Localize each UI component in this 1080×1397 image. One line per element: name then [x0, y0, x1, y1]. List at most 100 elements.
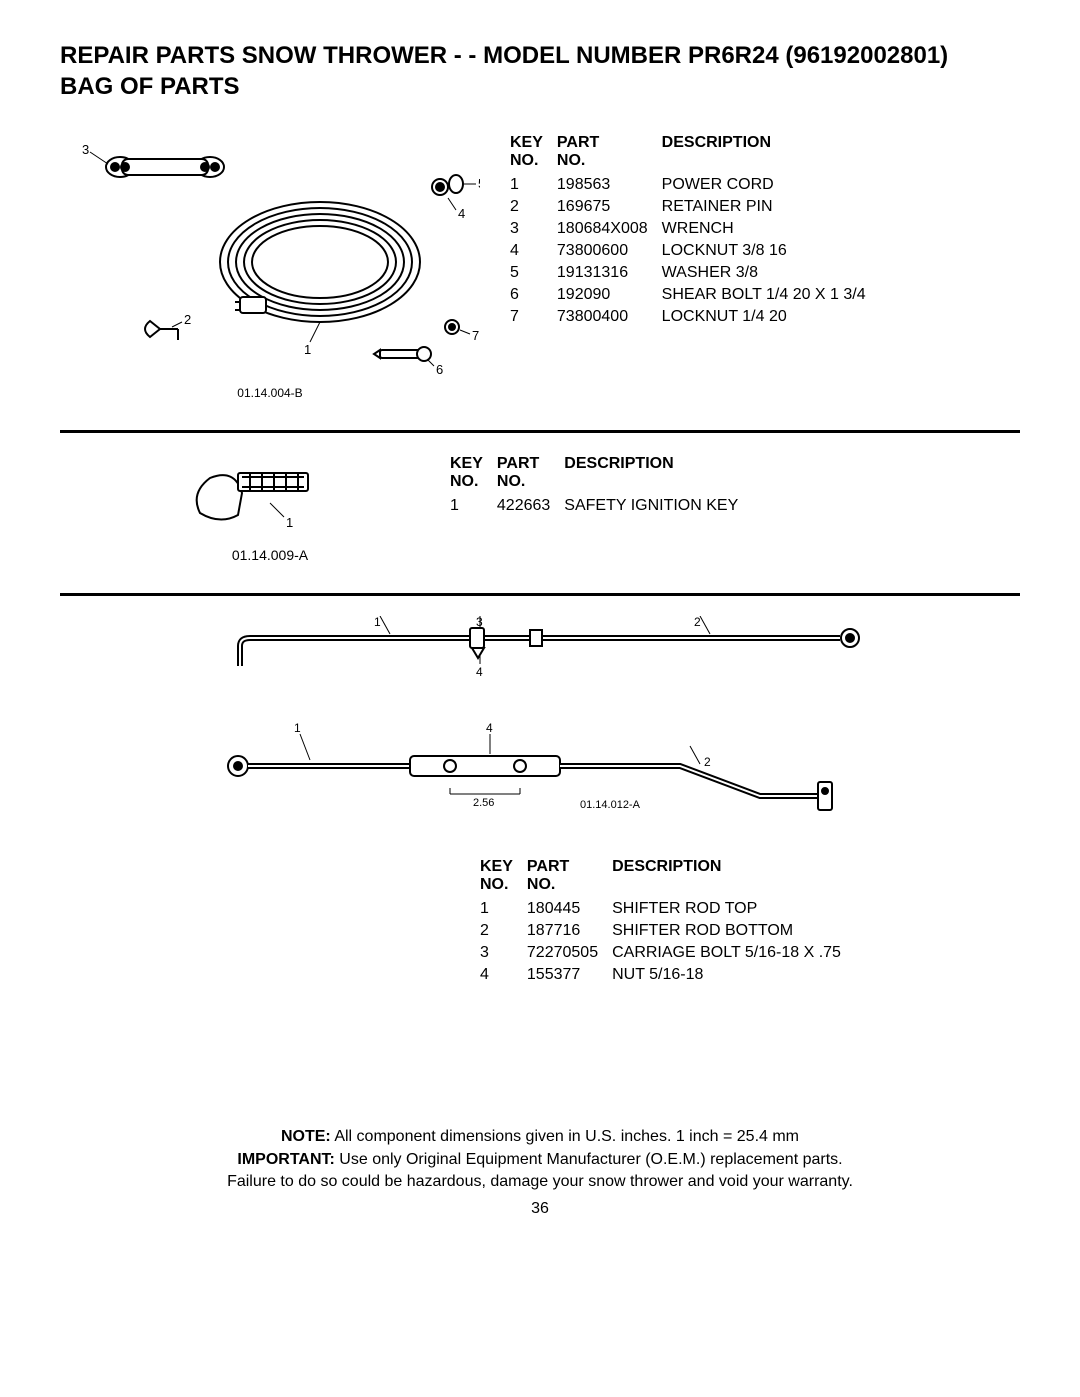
cell-part: 192090: [557, 284, 662, 306]
note-text: All component dimensions given in U.S. i…: [331, 1128, 799, 1145]
svg-text:2: 2: [184, 312, 191, 327]
cell-desc: WASHER 3/8: [662, 262, 880, 284]
section-shifter-rods: 1 3 2 4 1 4: [60, 606, 1020, 1006]
cell-key: 1: [480, 898, 527, 920]
cell-desc: RETAINER PIN: [662, 196, 880, 218]
cell-desc: NUT 5/16-18: [612, 964, 855, 986]
important-text: Use only Original Equipment Manufacturer…: [335, 1151, 843, 1168]
table-row: 519131316WASHER 3/8: [510, 262, 880, 284]
table-row: 372270505CARRIAGE BOLT 5/16-18 X .75: [480, 942, 855, 964]
footer-notes: NOTE: All component dimensions given in …: [60, 1126, 1020, 1193]
svg-text:5: 5: [478, 176, 480, 191]
table-row: 1198563POWER CORD: [510, 174, 880, 196]
table-row: 6192090SHEAR BOLT 1/4 20 X 1 3/4: [510, 284, 880, 306]
col-key: KEYNO.: [480, 856, 527, 898]
parts-table-2-body: 1422663SAFETY IGNITION KEY: [450, 495, 752, 517]
cell-key: 5: [510, 262, 557, 284]
title-line-2: BAG OF PARTS: [60, 73, 240, 100]
cell-part: 73800400: [557, 306, 662, 328]
svg-text:3: 3: [82, 142, 89, 157]
svg-text:1: 1: [294, 721, 301, 735]
cell-desc: SHIFTER ROD BOTTOM: [612, 920, 855, 942]
cell-part: 19131316: [557, 262, 662, 284]
svg-text:01.14.012-A: 01.14.012-A: [580, 799, 641, 811]
page-title: REPAIR PARTS SNOW THROWER - - MODEL NUMB…: [60, 40, 1020, 102]
cell-part: 73800600: [557, 240, 662, 262]
cell-part: 198563: [557, 174, 662, 196]
section-ignition-key: 1 01.14.009-A KEYNO. PARTNO. DESCRIPTION…: [60, 443, 1020, 583]
cell-part: 169675: [557, 196, 662, 218]
cell-desc: POWER CORD: [662, 174, 880, 196]
table-row: 473800600LOCKNUT 3/8 16: [510, 240, 880, 262]
col-part: PARTNO.: [497, 453, 564, 495]
parts-table-1: KEYNO. PARTNO. DESCRIPTION 1198563POWER …: [510, 132, 880, 328]
cell-key: 1: [450, 495, 497, 517]
cell-key: 2: [510, 196, 557, 218]
cell-desc: CARRIAGE BOLT 5/16-18 X .75: [612, 942, 855, 964]
cell-key: 6: [510, 284, 557, 306]
cell-key: 1: [510, 174, 557, 196]
col-desc: DESCRIPTION: [612, 856, 855, 898]
divider: [60, 593, 1020, 596]
diagram-1-svg: 3 1 4 5: [60, 132, 480, 382]
cell-key: 4: [480, 964, 527, 986]
svg-text:4: 4: [486, 721, 493, 735]
col-desc: DESCRIPTION: [564, 453, 752, 495]
parts-table-1-body: 1198563POWER CORD2169675RETAINER PIN3180…: [510, 174, 880, 328]
svg-text:2.56: 2.56: [473, 797, 494, 809]
cell-desc: LOCKNUT 3/8 16: [662, 240, 880, 262]
page-number: 36: [60, 1200, 1020, 1218]
parts-table-3: KEYNO. PARTNO. DESCRIPTION 1180445SHIFTE…: [480, 856, 855, 986]
cell-part: 422663: [497, 495, 564, 517]
svg-text:2: 2: [694, 616, 701, 629]
svg-text:1: 1: [304, 342, 311, 357]
table-row: 4155377NUT 5/16-18: [480, 964, 855, 986]
diagram-3: 1 3 2 4 1 4: [60, 616, 1020, 836]
cell-desc: SHIFTER ROD TOP: [612, 898, 855, 920]
col-part: PARTNO.: [557, 132, 662, 174]
cell-part: 187716: [527, 920, 612, 942]
cell-part: 180684X008: [557, 218, 662, 240]
svg-text:1: 1: [286, 515, 293, 530]
cell-desc: LOCKNUT 1/4 20: [662, 306, 880, 328]
diagram-1-label: 01.14.004-B: [60, 386, 480, 400]
table-row: 2169675RETAINER PIN: [510, 196, 880, 218]
cell-desc: SHEAR BOLT 1/4 20 X 1 3/4: [662, 284, 880, 306]
table-row: 1180445SHIFTER ROD TOP: [480, 898, 855, 920]
cell-key: 3: [510, 218, 557, 240]
cell-key: 2: [480, 920, 527, 942]
title-line-1: REPAIR PARTS SNOW THROWER - - MODEL NUMB…: [60, 42, 948, 69]
col-key: KEYNO.: [450, 453, 497, 495]
warning-text: Failure to do so could be hazardous, dam…: [60, 1171, 1020, 1193]
diagram-3-svg: 1 3 2 4 1 4: [180, 616, 900, 836]
cell-key: 3: [480, 942, 527, 964]
note-bold: NOTE:: [281, 1128, 331, 1145]
diagram-2-label: 01.14.009-A: [180, 547, 360, 563]
cell-key: 7: [510, 306, 557, 328]
svg-text:4: 4: [476, 665, 483, 679]
svg-text:6: 6: [436, 362, 443, 377]
col-desc: DESCRIPTION: [662, 132, 880, 174]
important-bold: IMPORTANT:: [237, 1151, 334, 1168]
parts-table-3-body: 1180445SHIFTER ROD TOP2187716SHIFTER ROD…: [480, 898, 855, 986]
table-row: 773800400LOCKNUT 1/4 20: [510, 306, 880, 328]
svg-text:4: 4: [458, 206, 465, 221]
cell-part: 180445: [527, 898, 612, 920]
diagram-1: 3 1 4 5: [60, 132, 480, 400]
table-row: 2187716SHIFTER ROD BOTTOM: [480, 920, 855, 942]
cell-part: 72270505: [527, 942, 612, 964]
diagram-2: 1 01.14.009-A: [180, 453, 360, 563]
cell-desc: SAFETY IGNITION KEY: [564, 495, 752, 517]
cell-desc: WRENCH: [662, 218, 880, 240]
divider: [60, 430, 1020, 433]
diagram-2-svg: 1: [180, 453, 360, 543]
svg-text:2: 2: [704, 755, 711, 769]
col-part: PARTNO.: [527, 856, 612, 898]
svg-text:1: 1: [374, 616, 381, 629]
cell-part: 155377: [527, 964, 612, 986]
svg-text:7: 7: [472, 328, 479, 343]
cell-key: 4: [510, 240, 557, 262]
section-bag-of-parts: 3 1 4 5: [60, 122, 1020, 420]
table-row: 3180684X008WRENCH: [510, 218, 880, 240]
parts-table-2: KEYNO. PARTNO. DESCRIPTION 1422663SAFETY…: [450, 453, 752, 517]
